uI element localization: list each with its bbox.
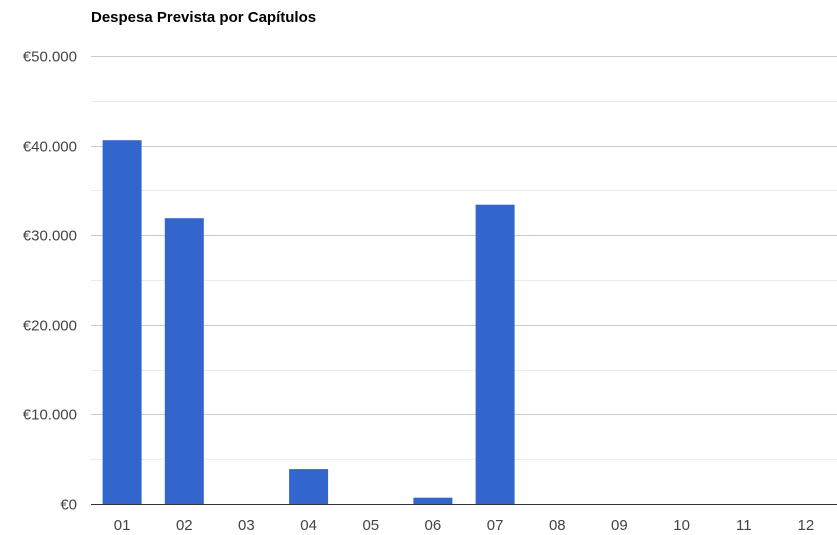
x-tick-label: 07 <box>487 517 504 534</box>
bar <box>164 218 204 504</box>
bar <box>102 140 142 504</box>
x-tick-label: 03 <box>238 517 255 534</box>
x-tick-label: 10 <box>673 517 690 534</box>
bar <box>475 204 515 504</box>
x-tick-label: 06 <box>425 517 442 534</box>
y-tick-label: €0 <box>60 497 77 514</box>
y-tick-label: €40.000 <box>23 139 77 156</box>
x-tick-label: 02 <box>176 517 193 534</box>
bar <box>413 497 453 504</box>
x-tick-label: 11 <box>736 517 752 534</box>
chart-title: Despesa Prevista por Capítulos <box>91 9 317 26</box>
y-tick-label: €20.000 <box>23 318 77 335</box>
x-tick-label: 01 <box>114 517 131 534</box>
y-tick-label: €30.000 <box>23 228 77 245</box>
y-tick-label: €10.000 <box>23 407 77 424</box>
x-tick-label: 09 <box>611 517 628 534</box>
x-tick-label: 08 <box>549 517 566 534</box>
bar <box>289 469 329 504</box>
x-tick-label: 05 <box>362 517 379 534</box>
x-tick-label: 04 <box>300 517 317 534</box>
x-tick-label: 12 <box>798 517 815 534</box>
y-tick-label: €50.000 <box>23 49 77 66</box>
